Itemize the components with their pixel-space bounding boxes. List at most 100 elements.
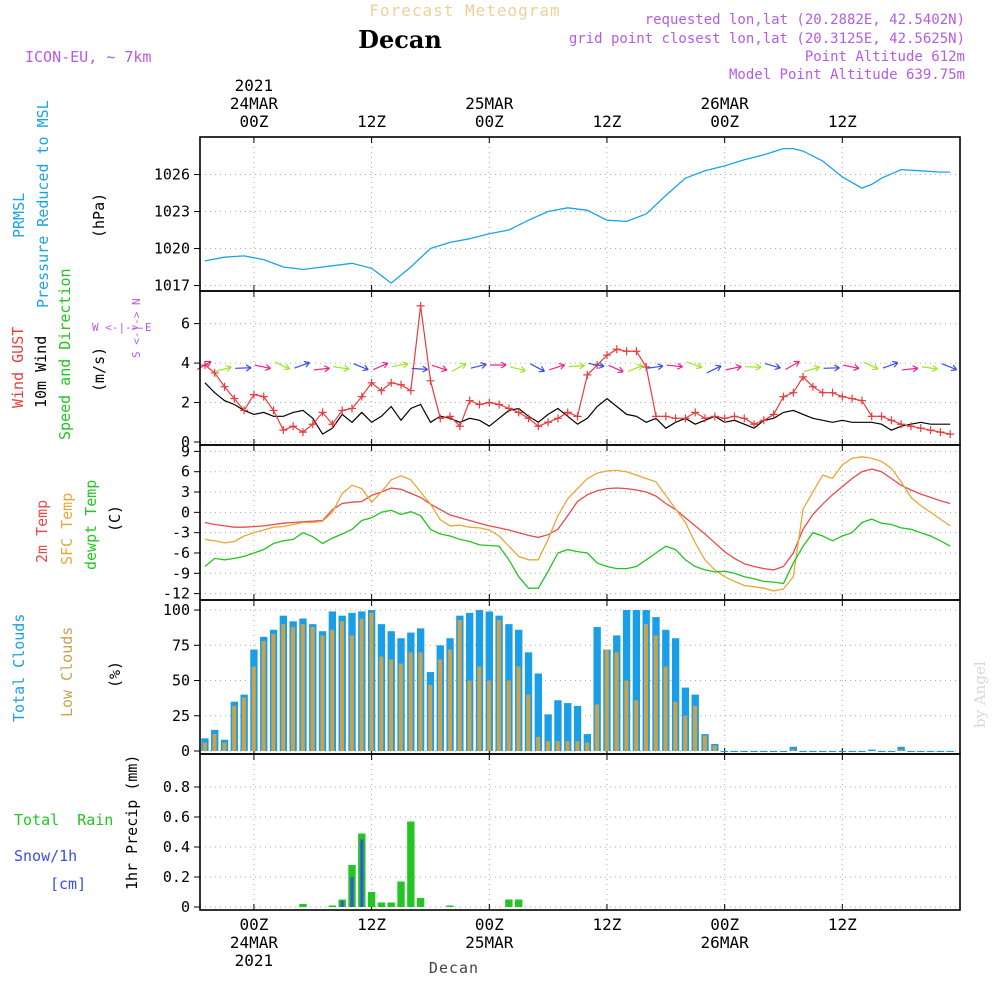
wind-direction-arrow [411, 365, 428, 373]
gust-marker [367, 378, 376, 387]
arrow-head [872, 363, 879, 371]
low-cloud-bar [281, 624, 286, 751]
wind-direction-arrow [863, 361, 879, 371]
rain-bar [377, 902, 386, 907]
time-axis-label: 24MAR [230, 933, 279, 952]
wind-direction-arrow [804, 364, 821, 373]
wind-direction-arrow [333, 364, 350, 372]
total-cloud-bar [819, 751, 827, 752]
low-cloud-bar [241, 697, 246, 751]
total-cloud-bar [858, 751, 866, 752]
gust-marker [387, 378, 396, 387]
gust-marker [632, 347, 641, 356]
arrow-head [657, 363, 664, 371]
total-cloud-bar [534, 673, 542, 751]
plot-layer: 10171020102310260246-12-9-6-303690255075… [154, 136, 961, 916]
rain-bar [416, 898, 425, 907]
snow-bar [350, 877, 354, 907]
time-axis-label: 26MAR [701, 94, 750, 113]
total-cloud-bar [917, 751, 925, 752]
low-cloud-bar [555, 741, 560, 751]
total-cloud-bar [632, 610, 641, 751]
wind-direction-arrow [254, 364, 271, 371]
arrow-shaft [313, 367, 330, 371]
total-cloud-bar [936, 751, 945, 752]
low-cloud-bar [438, 659, 443, 751]
arrow-head [225, 364, 232, 372]
total-cloud-bar [760, 751, 768, 752]
arrow-head [441, 365, 448, 373]
arrow-head [558, 362, 566, 370]
gust-marker [867, 412, 876, 421]
panel-2: 0 2 4 6 [181, 291, 960, 451]
arrow-shaft [745, 366, 762, 368]
arrow-head [813, 364, 821, 372]
y-tick-label: -9 [172, 564, 190, 582]
arrow-shaft [372, 362, 389, 371]
y-tick-label: 1017 [154, 277, 190, 295]
y-tick-label: 50 [172, 672, 190, 690]
time-axis-label: 00Z [710, 112, 739, 131]
wind-direction-arrow [372, 361, 389, 371]
arrow-shaft [235, 367, 252, 369]
prmsl-line [204, 147, 951, 284]
watermark: by Angel [971, 661, 989, 728]
low-cloud-bar [389, 659, 394, 751]
low-cloud-bar [369, 612, 374, 751]
gust-marker [357, 392, 366, 401]
snow-bar [340, 901, 344, 907]
y-tick-label: 100 [163, 601, 190, 619]
low-cloud-bar [359, 618, 364, 751]
rain-bar [407, 821, 415, 907]
arrow-head [735, 364, 742, 371]
arrow-shaft [608, 364, 624, 373]
low-cloud-bar [673, 701, 678, 751]
gust-marker [514, 408, 523, 417]
total-cloud-bar [671, 638, 680, 751]
requested-coords: requested lon,lat (20.2882E, 42.5402N) [645, 12, 965, 28]
time-axis-label: 00Z [239, 112, 268, 131]
arrow-shaft [353, 363, 369, 371]
arrow-shaft [863, 361, 879, 370]
arrow-shaft [392, 363, 409, 368]
time-axis-label: 2021 [235, 76, 274, 95]
temp-unit: (C) [106, 505, 124, 532]
arrow-head [283, 363, 291, 371]
arrow-head [303, 360, 311, 368]
low-cloud-bar [349, 635, 354, 751]
compass-sn: S <-|-> N [130, 298, 143, 358]
total-cloud-bar [740, 751, 748, 752]
gust-marker [701, 414, 710, 423]
gust-marker [799, 372, 808, 381]
wind-direction-arrow [941, 363, 958, 372]
wind-direction-arrow [764, 362, 781, 371]
wind-direction-arrow [686, 361, 703, 370]
prmsl-long-label: Pressure Reduced to MSL [34, 100, 52, 308]
gust-label: Wind GUST [9, 327, 27, 408]
wind-direction-arrow [901, 365, 919, 373]
t2m-label: 2m Temp [33, 500, 51, 563]
total-cloud-bar [720, 751, 729, 752]
arrow-shaft [549, 364, 565, 371]
wind10-line [204, 382, 951, 435]
gust-marker [220, 382, 229, 391]
gust-marker [504, 404, 513, 413]
gust-marker [946, 430, 955, 439]
wind-direction-arrow [706, 364, 722, 374]
rain-bar [515, 899, 523, 907]
y-tick-label: 0 [181, 898, 190, 916]
gust-marker [602, 351, 611, 360]
wind-direction-arrow [431, 364, 448, 373]
gust-marker [553, 414, 562, 423]
gust-marker [230, 394, 239, 403]
wind-direction-arrow [470, 362, 487, 369]
gust-marker [465, 396, 474, 405]
rain-label: Total Rain [14, 811, 113, 829]
dewpt-line [204, 509, 951, 589]
sfc-label: SFC Temp [58, 493, 76, 565]
total-cloud-bar [809, 751, 817, 752]
total-cloud-bar [887, 751, 896, 752]
gust-marker [750, 420, 759, 429]
